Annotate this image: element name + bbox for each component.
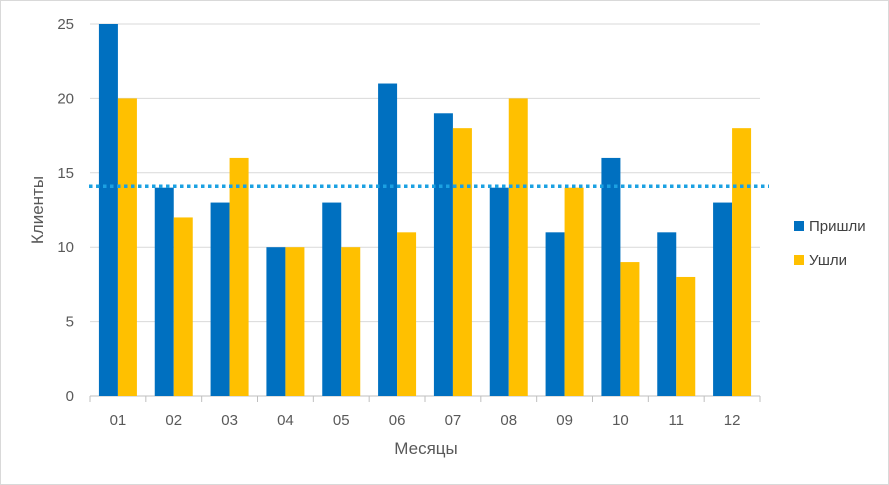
bar-series2 [508, 98, 528, 397]
x-tick-label: 06 [389, 412, 406, 429]
x-tick-label: 12 [724, 412, 741, 429]
bar-series1 [601, 157, 621, 396]
x-tick-label: 10 [612, 412, 629, 429]
y-axis-title: Клиенты [28, 176, 47, 244]
bar-series1 [433, 113, 453, 396]
bar-series1 [98, 24, 118, 396]
bar-series2 [341, 247, 361, 396]
y-tick-label: 15 [57, 165, 74, 182]
x-axis-title: Месяцы [394, 439, 457, 458]
x-tick-label: 03 [221, 412, 238, 429]
y-tick-label: 25 [57, 16, 74, 33]
legend-swatch [794, 221, 804, 231]
bar-series1 [154, 187, 174, 396]
bar-series2 [676, 276, 696, 396]
x-tick-label: 08 [500, 412, 517, 429]
bar-series1 [489, 187, 509, 396]
bar-series1 [322, 202, 342, 396]
bar-series2 [173, 217, 193, 396]
y-tick-label: 10 [57, 239, 74, 256]
bar-series2 [452, 128, 472, 396]
x-tick-label: 04 [277, 412, 294, 429]
y-tick-labels: 0 5 10 15 20 25 [57, 16, 74, 405]
legend-swatch [794, 255, 804, 265]
y-tick-label: 20 [57, 90, 74, 107]
bar-series2 [397, 232, 417, 396]
legend-label: Ушли [809, 252, 847, 269]
x-tick-label: 07 [445, 412, 462, 429]
bar-series2 [732, 128, 752, 396]
bar-series1 [657, 232, 677, 396]
bar-series1 [210, 202, 230, 396]
y-tick-label: 0 [66, 388, 74, 405]
gridlines [89, 23, 761, 402]
y-tick-label: 5 [66, 314, 74, 331]
x-tick-labels: 01 02 03 04 05 06 07 08 09 10 11 12 [110, 412, 741, 429]
legend: Пришли Ушли [794, 218, 866, 269]
bar-series1 [545, 232, 565, 396]
x-tick-label: 11 [668, 412, 684, 429]
bar-series1 [713, 202, 733, 396]
x-tick-label: 01 [110, 412, 127, 429]
bar-series1 [378, 83, 398, 397]
bar-series2 [285, 247, 305, 396]
x-tick-label: 05 [333, 412, 350, 429]
x-tick-label: 09 [556, 412, 573, 429]
x-tick-label: 02 [165, 412, 182, 429]
bar-series1 [266, 247, 286, 396]
legend-label: Пришли [809, 218, 866, 235]
bar-series2 [117, 98, 137, 397]
bar-series2 [620, 262, 640, 396]
bar-series2 [229, 157, 249, 396]
bar-series2 [564, 187, 584, 396]
bars [98, 24, 752, 397]
